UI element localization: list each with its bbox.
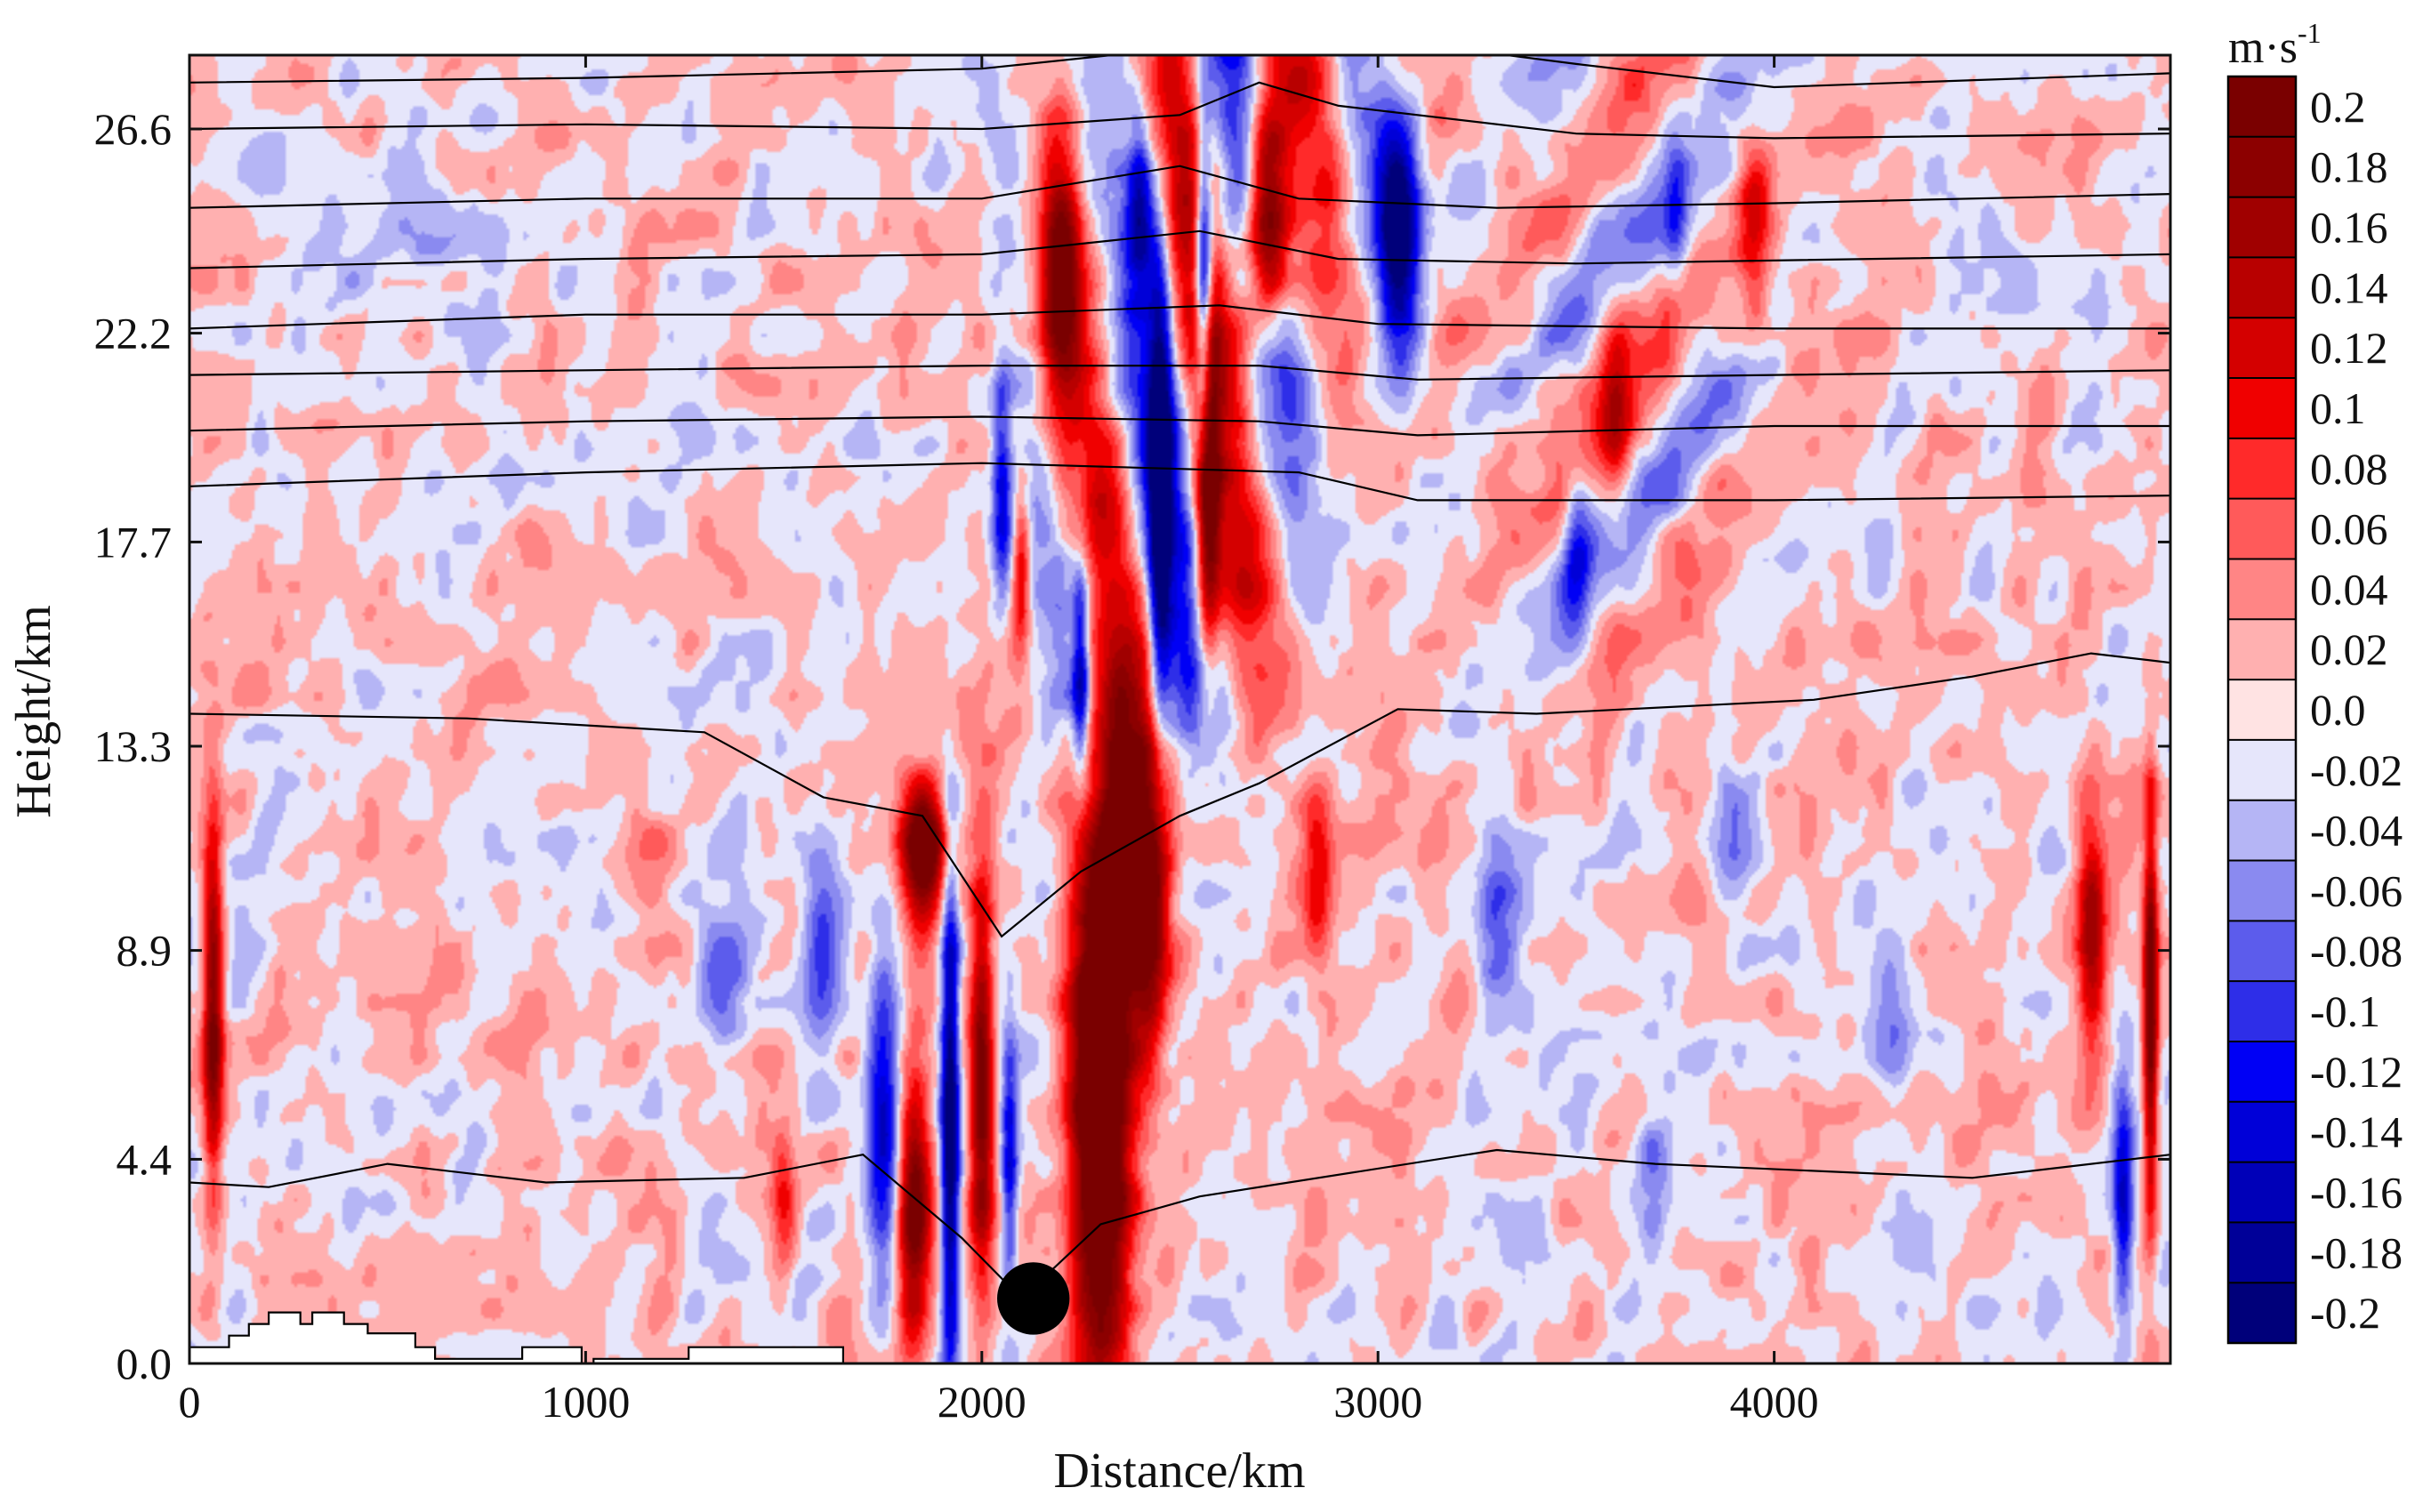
y-tick-label: 13.3: [94, 721, 173, 771]
colorbar-swatch: [2228, 860, 2296, 921]
colorbar-swatch: [2228, 680, 2296, 741]
colorbar-label: -0.18: [2310, 1227, 2403, 1277]
colorbar-swatch: [2228, 197, 2296, 259]
isentrope-line: [189, 229, 2170, 269]
colorbar-swatch: [2228, 1283, 2296, 1344]
y-tick-label: 4.4: [117, 1134, 173, 1184]
colorbar: 0.2 0.18 0.16 0.14 0.12 0.1 0.08 0.06 0.04 0.02 0.…: [2226, 75, 2403, 1345]
colorbar-swatch: [2228, 136, 2296, 198]
colorbar-swatch: [2228, 559, 2296, 620]
colorbar-frame: [2226, 75, 2298, 1345]
colorbar-label: 0.06: [2310, 504, 2388, 554]
y-tick-label: 26.6: [94, 104, 173, 154]
isentrope-line: [189, 415, 2170, 437]
colorbar-swatch: [2228, 257, 2296, 318]
colorbar-label: 0.02: [2310, 624, 2388, 674]
isentrope-line: [189, 652, 2170, 938]
colorbar-label: 0.04: [2310, 564, 2388, 614]
y-tick-label: 0.0: [117, 1339, 173, 1388]
y-tick-label: 17.7: [94, 517, 173, 567]
typhoon-center-marker: [997, 1262, 1070, 1335]
isentrope-lines: [189, 0, 2170, 1300]
colorbar-label: 0.18: [2310, 142, 2388, 192]
colorbar-label: -0.06: [2310, 865, 2403, 915]
isentrope-line: [189, 0, 2170, 41]
colorbar-swatch: [2228, 921, 2296, 982]
colorbar-label: -0.12: [2310, 1047, 2403, 1097]
colorbar-unit: m·s-1: [2228, 17, 2322, 73]
colorbar-swatch: [2228, 981, 2296, 1042]
colorbar-label: -0.04: [2310, 806, 2403, 856]
isentrope-line: [189, 1148, 2170, 1300]
velocity-field-contours: [189, 55, 2170, 1363]
x-tick-label: 4000: [1730, 1377, 1819, 1427]
isentrope-line: [189, 165, 2170, 209]
colorbar-label: -0.14: [2310, 1107, 2403, 1157]
colorbar-swatch: [2228, 318, 2296, 379]
colorbar-swatch: [2228, 498, 2296, 560]
colorbar-swatch: [2228, 1101, 2296, 1163]
colorbar-label: 0.0: [2310, 685, 2366, 735]
colorbar-label: -0.02: [2310, 745, 2403, 795]
isentrope-line: [189, 304, 2170, 330]
colorbar-swatch: [2228, 1162, 2296, 1223]
colorbar-swatch: [2228, 619, 2296, 680]
x-tick-label: 2000: [938, 1377, 1026, 1427]
colorbar-label: 0.1: [2310, 383, 2366, 433]
colorbar-swatch: [2228, 1222, 2296, 1283]
colorbar-label: 0.08: [2310, 444, 2388, 494]
isentrope-line: [189, 462, 2170, 502]
y-axis-title: Height/km: [6, 605, 61, 818]
colorbar-label: 0.16: [2310, 203, 2388, 253]
x-axis: 0 1000 2000 3000 4000: [179, 55, 1819, 1427]
x-axis-title: Distance/km: [1053, 1444, 1305, 1499]
y-axis: 0.0 4.4 8.9 13.3 17.7 22.2 26.6: [94, 104, 2170, 1388]
colorbar-swatch: [2228, 76, 2296, 138]
colorbar-label: 0.12: [2310, 323, 2388, 373]
colorbar-label: 0.2: [2310, 82, 2366, 132]
colorbar-label: -0.1: [2310, 986, 2380, 1036]
terrain: [189, 1311, 2170, 1363]
colorbar-swatch: [2228, 438, 2296, 500]
isentrope-line: [189, 81, 2170, 140]
x-tick-label: 0: [179, 1377, 201, 1427]
isentrope-line: [189, 55, 2170, 89]
colorbar-swatch: [2228, 800, 2296, 862]
colorbar-label: -0.2: [2310, 1288, 2380, 1338]
y-tick-label: 8.9: [117, 926, 173, 976]
terrain-profile: [189, 1311, 2170, 1363]
colorbar-swatch: [2228, 739, 2296, 801]
plot-frame: [188, 53, 2172, 1365]
colorbar-swatch: [2228, 1041, 2296, 1103]
colorbar-label: -0.08: [2310, 926, 2403, 976]
x-tick-label: 3000: [1333, 1377, 1422, 1427]
colorbar-label: -0.16: [2310, 1167, 2403, 1217]
y-tick-label: 22.2: [94, 309, 173, 358]
isentrope-line: [189, 365, 2170, 381]
x-tick-label: 1000: [541, 1377, 630, 1427]
colorbar-label: 0.14: [2310, 262, 2388, 312]
colorbar-swatch: [2228, 378, 2296, 439]
